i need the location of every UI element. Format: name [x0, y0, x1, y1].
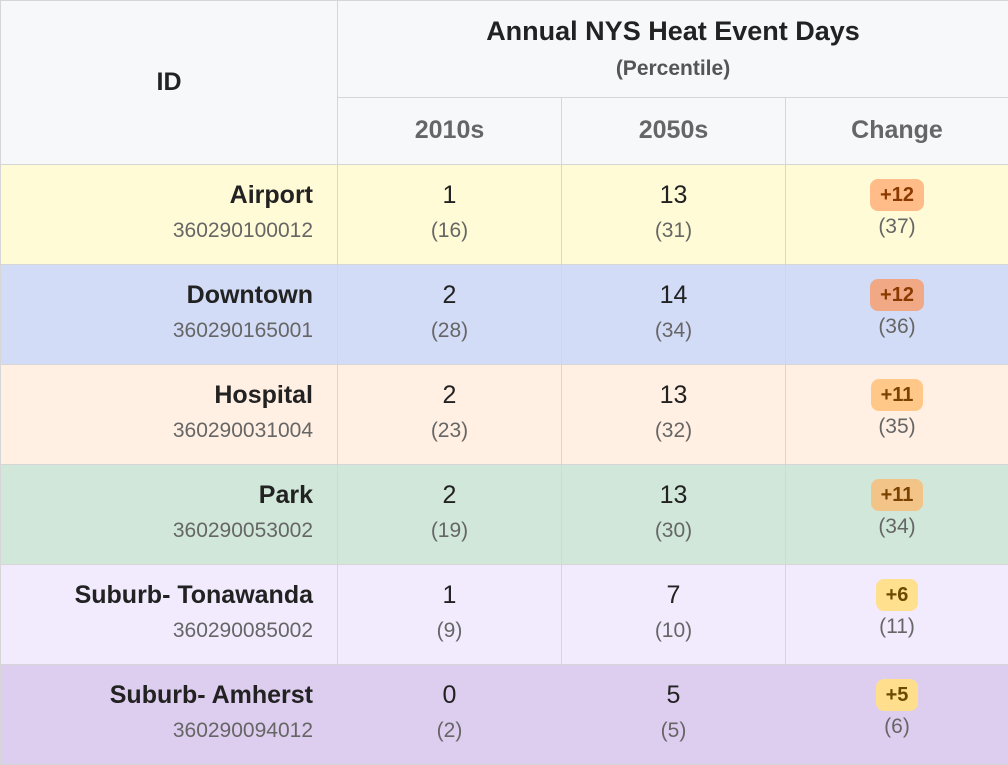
location-name: Park	[1, 481, 313, 509]
days-2010s-cell: 1(9)	[338, 565, 562, 665]
percentile-2010s: (28)	[338, 319, 561, 343]
change-cell: +5(6)	[786, 665, 1008, 765]
change-cell: +6 (11)	[786, 565, 1008, 665]
percentile-2010s: (16)	[338, 219, 561, 243]
table-title-header: Annual NYS Heat Event Days (Percentile)	[338, 1, 1008, 98]
percentile-change: (6)	[786, 715, 1008, 739]
percentile-2050s: (10)	[562, 619, 785, 643]
days-2010s-cell: 2 (19)	[338, 465, 562, 565]
location-id: 360290085002	[1, 619, 313, 643]
change-cell: +12 (37)	[786, 165, 1008, 265]
days-2010s-cell: 0(2)	[338, 665, 562, 765]
change-cell: +12 (36)	[786, 265, 1008, 365]
location-cell: Downtown 360290165001	[1, 265, 338, 365]
days-2050s-cell: 5(5)	[562, 665, 786, 765]
days-2050s: 13	[562, 381, 785, 409]
percentile-2050s: (30)	[562, 519, 785, 543]
table-row: Hospital 360290031004 2 (23)13 (32) +11 (35)	[1, 365, 1008, 465]
days-2010s-cell: 1 (16)	[338, 165, 562, 265]
table-title: Annual NYS Heat Event Days	[338, 16, 1008, 47]
location-cell: Hospital 360290031004	[1, 365, 338, 465]
percentile-change: (36)	[786, 315, 1008, 339]
percentile-2010s: (2)	[338, 719, 561, 743]
id-column-header: ID	[1, 1, 338, 165]
days-2050s: 5	[562, 681, 785, 709]
change-badge: +11	[871, 379, 924, 411]
change-badge: +11	[871, 479, 924, 511]
location-cell: Suburb- Tonawanda 360290085002	[1, 565, 338, 665]
days-2050s: 7	[562, 581, 785, 609]
location-name: Downtown	[1, 281, 313, 309]
table-row: Airport 360290100012 1 (16)13 (31) +12 (37)	[1, 165, 1008, 265]
change-badge: +12	[870, 179, 924, 211]
percentile-change: (35)	[786, 415, 1008, 439]
days-2050s-cell: 13 (32)	[562, 365, 786, 465]
location-name: Suburb- Tonawanda	[1, 581, 313, 609]
days-2010s: 1	[338, 581, 561, 609]
days-2010s: 1	[338, 181, 561, 209]
table-subtitle: (Percentile)	[338, 57, 1008, 81]
table-row: Park 360290053002 2 (19)13 (30) +11 (34)	[1, 465, 1008, 565]
percentile-2010s: (9)	[338, 619, 561, 643]
percentile-change: (11)	[786, 615, 1008, 639]
location-name: Airport	[1, 181, 313, 209]
percentile-change: (34)	[786, 515, 1008, 539]
percentile-2010s: (19)	[338, 519, 561, 543]
days-2050s-cell: 7 (10)	[562, 565, 786, 665]
location-cell: Airport 360290100012	[1, 165, 338, 265]
location-name: Suburb- Amherst	[1, 681, 313, 709]
percentile-2010s: (23)	[338, 419, 561, 443]
days-2050s: 13	[562, 481, 785, 509]
days-2010s: 2	[338, 281, 561, 309]
location-id: 360290094012	[1, 719, 313, 743]
location-id: 360290031004	[1, 419, 313, 443]
percentile-change: (37)	[786, 215, 1008, 239]
days-2050s: 14	[562, 281, 785, 309]
days-2010s-cell: 2 (28)	[338, 265, 562, 365]
change-cell: +11 (34)	[786, 465, 1008, 565]
column-header-2050s: 2050s	[562, 97, 786, 164]
days-2050s: 13	[562, 181, 785, 209]
location-id: 360290100012	[1, 219, 313, 243]
location-id: 360290165001	[1, 319, 313, 343]
location-cell: Suburb- Amherst 360290094012	[1, 665, 338, 765]
percentile-2050s: (32)	[562, 419, 785, 443]
days-2050s-cell: 13 (31)	[562, 165, 786, 265]
change-badge: +5	[876, 679, 919, 711]
percentile-2050s: (31)	[562, 219, 785, 243]
days-2050s-cell: 14 (34)	[562, 265, 786, 365]
days-2010s: 2	[338, 481, 561, 509]
days-2010s: 2	[338, 381, 561, 409]
change-badge: +6	[876, 579, 919, 611]
percentile-2050s: (34)	[562, 319, 785, 343]
percentile-2050s: (5)	[562, 719, 785, 743]
column-header-change: Change	[786, 97, 1008, 164]
location-cell: Park 360290053002	[1, 465, 338, 565]
days-2050s-cell: 13 (30)	[562, 465, 786, 565]
location-name: Hospital	[1, 381, 313, 409]
change-cell: +11 (35)	[786, 365, 1008, 465]
location-id: 360290053002	[1, 519, 313, 543]
change-badge: +12	[870, 279, 924, 311]
days-2010s: 0	[338, 681, 561, 709]
column-header-2010s: 2010s	[338, 97, 562, 164]
days-2010s-cell: 2 (23)	[338, 365, 562, 465]
table-row: Downtown 360290165001 2 (28)14 (34) +12 (36)	[1, 265, 1008, 365]
